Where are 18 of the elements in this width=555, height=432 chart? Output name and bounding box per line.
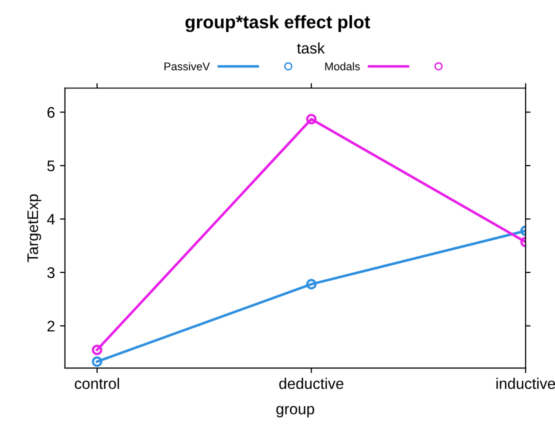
x-axis-title: group xyxy=(276,406,314,418)
x-tick-label: deductive xyxy=(279,378,344,390)
point xyxy=(92,356,102,367)
point xyxy=(306,278,317,290)
y-tick-label: 6 xyxy=(47,107,55,118)
y-tick-label: 3 xyxy=(47,267,55,278)
chart-title: group*task effect plot xyxy=(185,15,370,32)
legend-title: task xyxy=(297,42,325,54)
x-tick-label: inductive xyxy=(496,378,555,390)
y-tick-label: 5 xyxy=(47,160,55,172)
legend-label: PassiveV xyxy=(164,62,210,70)
y-tick-label: 2 xyxy=(47,320,54,332)
point xyxy=(92,344,102,356)
point xyxy=(306,114,317,124)
y-axis-title: TargetExp xyxy=(27,194,42,262)
y-tick-label: 4 xyxy=(47,214,55,225)
x-tick-label: control xyxy=(74,378,119,390)
legend-label: Modals xyxy=(325,62,360,70)
